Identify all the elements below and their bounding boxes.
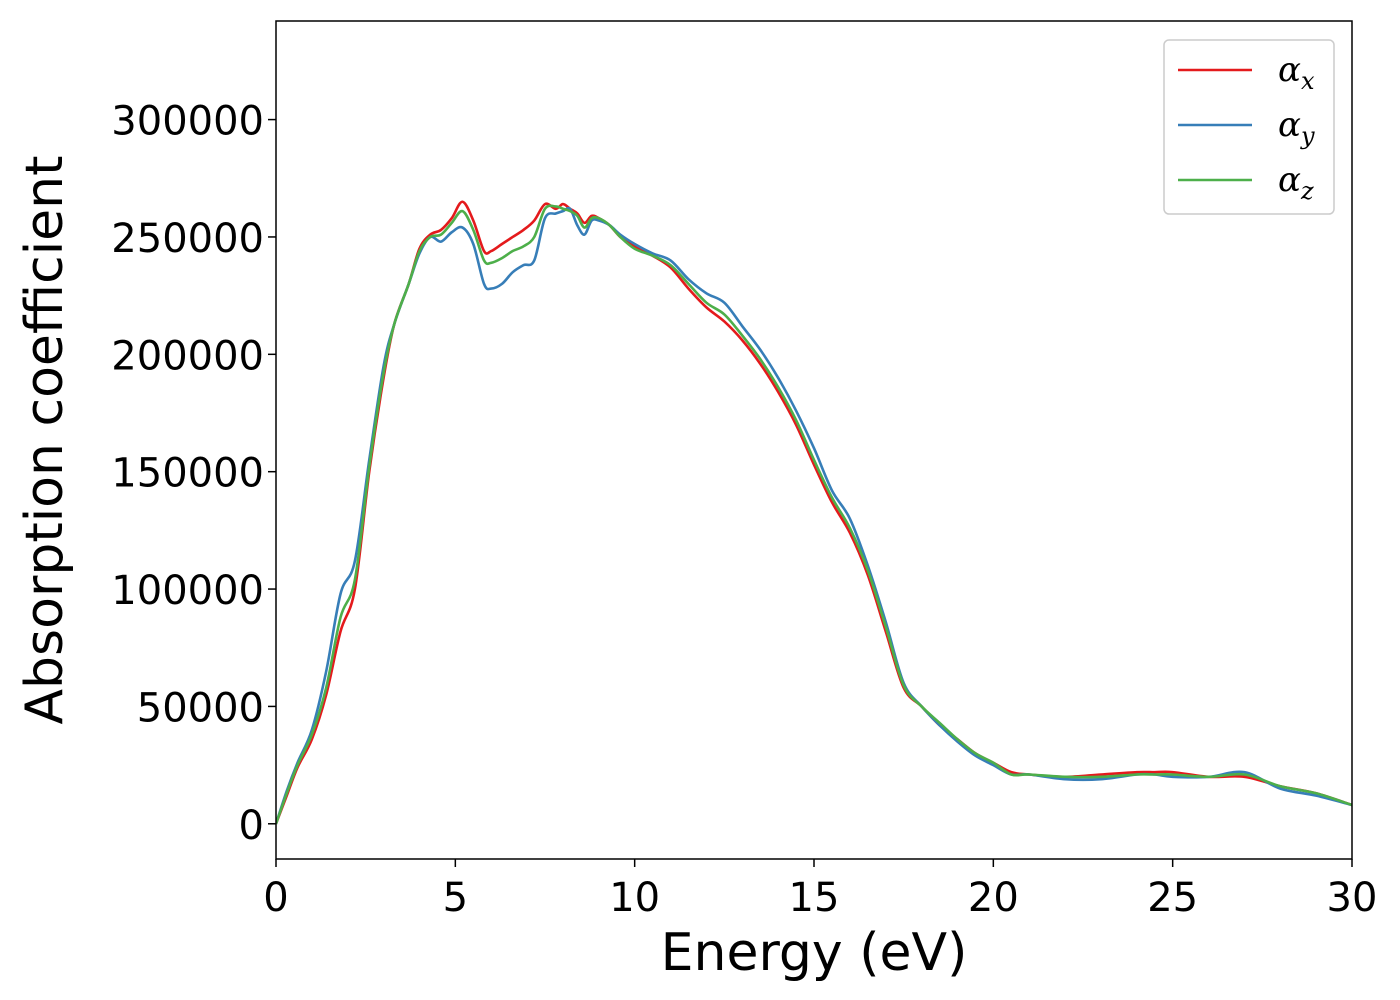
legend-subscript: x	[1301, 67, 1315, 95]
legend-box	[1163, 39, 1335, 215]
x-axis-title: Energy (eV)	[661, 923, 968, 983]
legend-label: αy	[1278, 105, 1315, 150]
series-line-z	[276, 204, 1352, 825]
y-axis: 0 50000 100000 150000 200000 250000 300000	[111, 99, 276, 849]
series-line-y	[276, 206, 1352, 825]
y-tick-label: 0	[239, 803, 264, 849]
legend-subscript: z	[1300, 177, 1314, 205]
y-tick-label: 250000	[111, 216, 264, 262]
y-tick-label: 50000	[137, 685, 264, 731]
y-tick-label: 200000	[111, 333, 264, 379]
x-tick-label: 30	[1327, 875, 1378, 921]
legend-label: αz	[1278, 160, 1314, 205]
x-tick-label: 25	[1147, 875, 1198, 921]
legend-symbol: α	[1278, 105, 1301, 145]
legend-subscript: y	[1300, 122, 1315, 150]
x-tick-label: 0	[263, 875, 288, 921]
y-axis-title: Absorption coefficient	[15, 155, 75, 724]
y-tick-label: 300000	[111, 99, 264, 145]
legend-symbol: α	[1278, 160, 1301, 200]
plot-lines	[276, 200, 1352, 825]
legend-symbol: α	[1278, 50, 1301, 90]
x-tick-label: 20	[968, 875, 1019, 921]
x-axis: 0 5 10 15 20 25 30	[263, 859, 1377, 921]
x-tick-label: 5	[443, 875, 468, 921]
legend-label: αx	[1278, 50, 1315, 95]
series-line-x	[276, 200, 1352, 825]
y-tick-label: 100000	[111, 568, 264, 614]
y-tick-label: 150000	[111, 451, 264, 497]
x-tick-label: 10	[609, 875, 660, 921]
x-tick-label: 15	[789, 875, 840, 921]
